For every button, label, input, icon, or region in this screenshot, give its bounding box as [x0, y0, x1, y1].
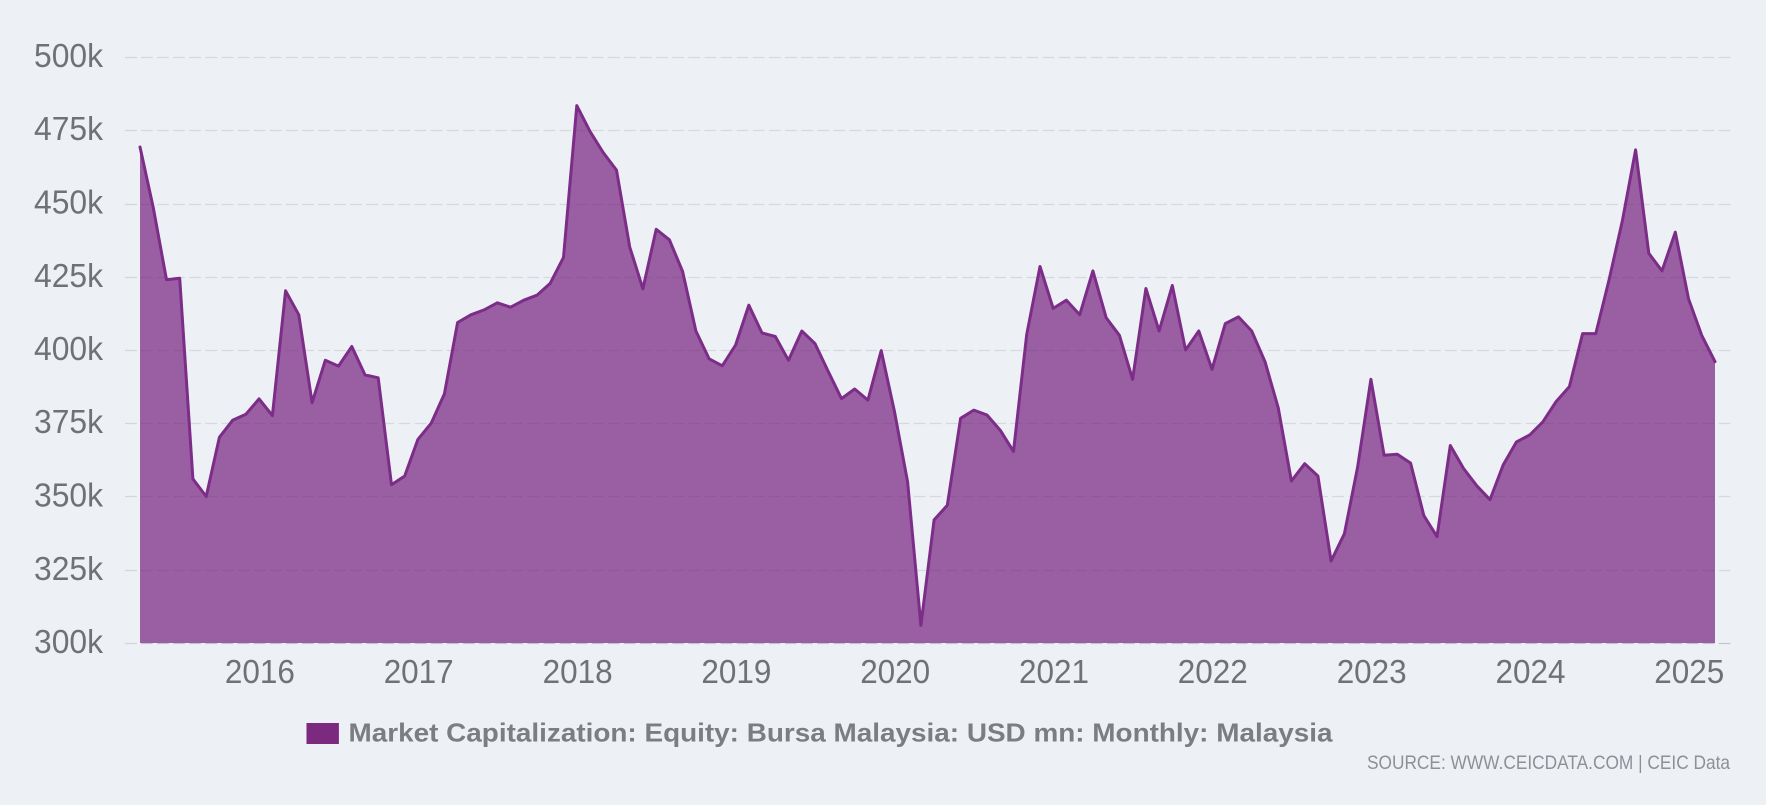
svg-text:425k: 425k: [34, 257, 103, 294]
svg-text:350k: 350k: [34, 477, 103, 514]
svg-text:500k: 500k: [34, 37, 103, 74]
svg-text:300k: 300k: [34, 623, 103, 660]
svg-text:2019: 2019: [701, 653, 771, 690]
svg-text:375k: 375k: [34, 403, 103, 440]
svg-text:450k: 450k: [34, 184, 103, 221]
svg-text:2021: 2021: [1019, 653, 1089, 690]
svg-text:2024: 2024: [1496, 653, 1566, 690]
svg-text:2023: 2023: [1337, 653, 1407, 690]
svg-text:475k: 475k: [34, 110, 103, 147]
svg-text:2025: 2025: [1654, 653, 1724, 690]
svg-text:2018: 2018: [543, 653, 613, 690]
svg-text:SOURCE: WWW.CEICDATA.COM | CEI: SOURCE: WWW.CEICDATA.COM | CEIC Data: [1367, 752, 1730, 774]
svg-text:2017: 2017: [384, 653, 454, 690]
svg-text:Market Capitalization: Equity:: Market Capitalization: Equity: Bursa Mal…: [349, 718, 1334, 748]
svg-text:400k: 400k: [34, 330, 103, 367]
svg-text:2022: 2022: [1178, 653, 1248, 690]
svg-text:2020: 2020: [860, 653, 930, 690]
svg-text:325k: 325k: [34, 550, 103, 587]
svg-text:2016: 2016: [225, 653, 295, 690]
